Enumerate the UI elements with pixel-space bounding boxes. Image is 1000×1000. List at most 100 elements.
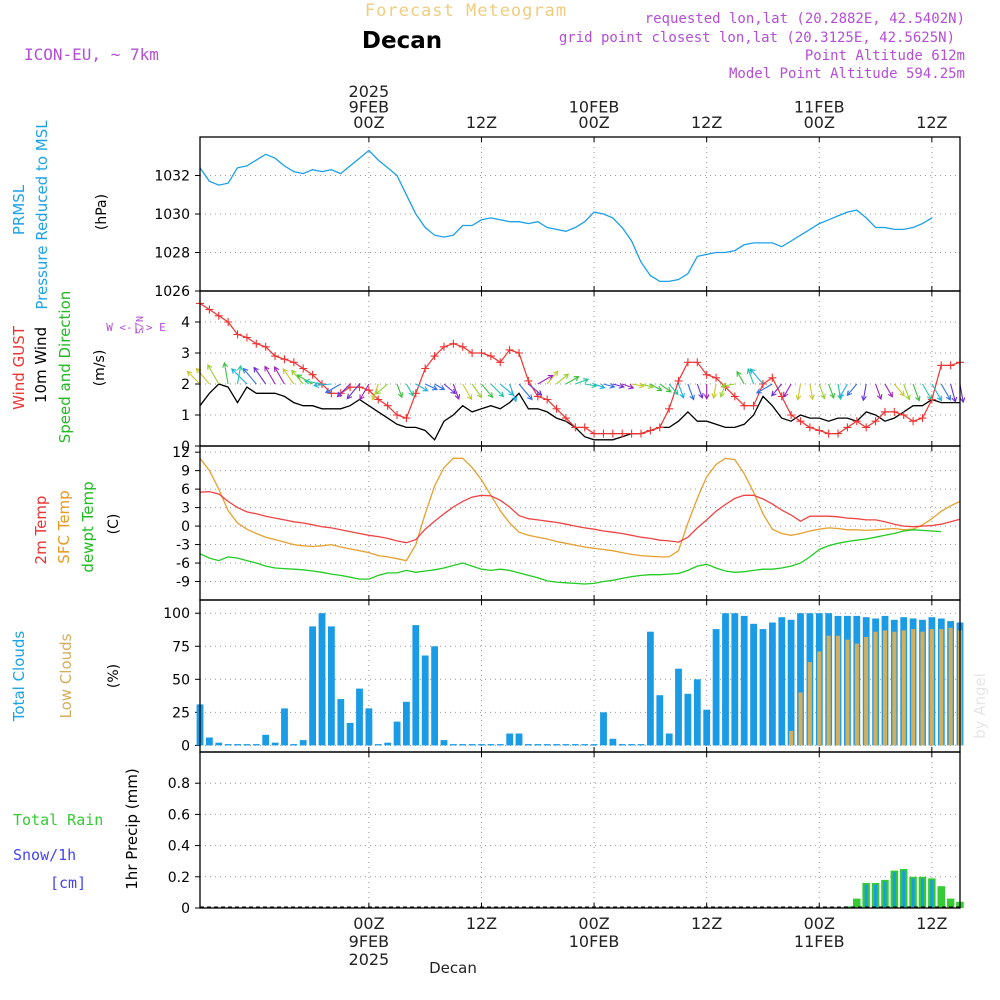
total-cloud-bar	[637, 744, 645, 746]
gust-marker	[486, 352, 495, 361]
total-cloud-bar	[581, 744, 589, 746]
wind-direction-arrow	[415, 383, 429, 392]
y-tick-label: 12	[172, 445, 190, 461]
total-cloud-bar	[243, 744, 251, 746]
wind-direction-arrow	[528, 383, 543, 396]
total-cloud-bar	[234, 744, 241, 746]
wind-direction-arrow	[253, 366, 267, 385]
y-tick-label: 4	[181, 315, 190, 331]
gridpoint-coords: grid point closest lon,lat (20.3125E, 42…	[559, 30, 955, 46]
total-cloud-bar	[412, 625, 420, 746]
wind-direction-arrow	[405, 383, 414, 397]
gust-marker	[787, 411, 796, 419]
bottom-time-label: 00Z	[804, 914, 835, 933]
y-tick-label: 0	[181, 519, 190, 535]
wind-direction-arrow	[396, 383, 404, 399]
gust-marker	[280, 355, 289, 364]
y-tick-label: 75	[172, 639, 190, 655]
snow-bar	[892, 872, 896, 908]
wind-direction-arrow	[736, 370, 745, 385]
gust-marker	[543, 395, 552, 404]
wind-direction-arrow	[518, 383, 533, 401]
y-tick-label: 0.4	[168, 839, 190, 855]
wind-direction-arrow	[336, 383, 351, 398]
wind-direction-arrow	[230, 368, 248, 385]
gust-marker	[524, 376, 533, 385]
total-cloud-bar	[797, 613, 804, 746]
low-cloud-bar	[854, 643, 859, 746]
rain-bar	[946, 898, 955, 908]
wind-direction-arrow	[593, 383, 606, 390]
gust-marker	[580, 423, 589, 432]
pressure-desc-label: Pressure Reduced to MSL	[33, 120, 51, 310]
wind-direction-arrow	[959, 383, 966, 404]
panel-labels: PRMSL Pressure Reduced to MSL (hPa) Wind…	[10, 120, 166, 892]
wind-direction-arrow	[575, 378, 590, 385]
wind-direction-arrow	[313, 382, 332, 389]
top-time-label: 00Z	[804, 113, 835, 132]
low-clouds-label: Low Clouds	[57, 633, 75, 718]
low-cloud-bar	[948, 627, 953, 746]
gust-marker	[646, 426, 655, 435]
total-cloud-bar	[421, 655, 429, 746]
wind-direction-arrow	[603, 383, 616, 389]
gust-marker	[421, 364, 430, 373]
low-cloud-bar	[873, 631, 878, 746]
gust-marker	[515, 349, 524, 357]
wind-direction-arrow	[303, 378, 323, 385]
precip-panel: 0 0.2 0.4 0.6 0.8	[168, 751, 964, 917]
sfc-temp-label: SFC Temp	[55, 490, 73, 563]
wind-direction-arrow	[565, 376, 580, 385]
total-cloud-bar	[609, 738, 617, 746]
total-cloud-bar	[656, 695, 664, 746]
wind-direction-arrow	[749, 368, 764, 385]
gust-marker	[458, 342, 467, 351]
y-tick-label: 1030	[154, 207, 190, 223]
gust-marker	[252, 339, 261, 348]
gust-marker	[899, 411, 908, 419]
wind10-label: 10m Wind	[32, 327, 50, 403]
gust-marker	[665, 404, 674, 413]
y-tick-label: 2	[181, 377, 190, 393]
gust-marker	[824, 429, 833, 438]
gust-marker	[308, 370, 317, 379]
wind-direction-arrow	[556, 373, 570, 385]
gust-marker	[608, 429, 617, 438]
bottom-time-label: 12Z	[691, 914, 722, 933]
gust-marker	[796, 417, 805, 426]
total-cloud-bar	[440, 740, 448, 746]
wind-direction-arrow	[931, 383, 942, 402]
point-altitude: Point Altitude 612m	[805, 48, 965, 64]
low-cloud-bar	[882, 630, 887, 746]
snow-label: Snow/1h	[13, 846, 76, 864]
total-cloud-bar	[618, 744, 626, 746]
snow-bar	[864, 884, 868, 908]
panel-border	[199, 445, 961, 601]
total-cloud-bar	[778, 617, 786, 746]
gust-marker	[805, 423, 814, 432]
snow-bar	[911, 878, 915, 908]
wind-direction-arrow	[452, 383, 461, 401]
low-cloud-bar	[826, 635, 831, 746]
wind-direction-arrow	[612, 383, 625, 389]
top-time-label: 12Z	[916, 113, 947, 132]
footer-location: Decan	[429, 959, 477, 977]
wind-direction-arrow	[186, 370, 201, 385]
total-cloud-bar	[478, 744, 485, 746]
y-tick-label: 6	[181, 482, 190, 498]
total-cloud-bar	[712, 629, 720, 746]
bottom-time-label: 12Z	[466, 914, 497, 933]
location-title: Decan	[362, 28, 442, 54]
total-cloud-bar	[431, 646, 438, 746]
wind-direction-arrow	[659, 383, 672, 393]
total-clouds-label: Total Clouds	[10, 631, 28, 723]
gust-marker	[740, 401, 749, 410]
gust-marker	[815, 426, 824, 435]
wind-direction-arrow	[622, 383, 635, 390]
total-cloud-bar	[224, 744, 232, 746]
total-cloud-bar	[769, 622, 776, 746]
wind-direction-arrow	[687, 383, 695, 401]
wind-direction-arrow	[884, 383, 893, 398]
wind-direction-arrow	[668, 383, 679, 396]
